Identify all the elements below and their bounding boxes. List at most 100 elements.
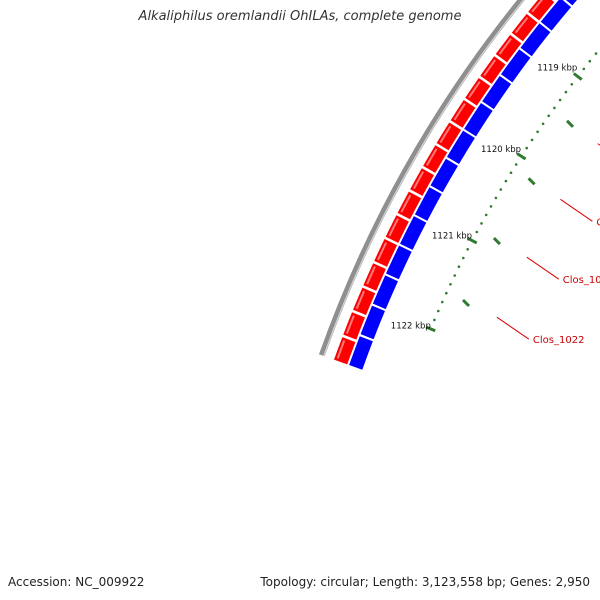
reverse-cds-feature (360, 305, 385, 340)
minor-tick (499, 188, 503, 191)
reverse-cds-feature (430, 158, 458, 193)
forward-cds-highlight (336, 340, 346, 359)
tick-label: 1121 kbp (432, 231, 472, 241)
forward-cds-feature (374, 239, 398, 267)
reverse-cds-feature (372, 275, 398, 310)
minor-tick (437, 309, 440, 313)
minor-tick (525, 146, 528, 150)
gene-tick (492, 237, 501, 246)
genome-backbone-highlight (323, 0, 525, 357)
forward-cds-feature (410, 168, 434, 196)
reverse-strand-layer (349, 0, 577, 370)
minor-tick (509, 171, 513, 175)
minor-tick (484, 213, 488, 217)
forward-cds-feature (511, 13, 538, 42)
forward-cds-highlight (453, 103, 466, 121)
reverse-cds-feature (414, 187, 442, 221)
reverse-cds-feature (349, 336, 373, 370)
reverse-cds-feature (501, 49, 531, 83)
tick-label: 1119 kbp (537, 63, 577, 73)
gene-label: Clos_1022 (533, 335, 585, 346)
accession: Accession: NC_009922 (8, 575, 144, 589)
major-tick (516, 152, 527, 161)
reverse-cds-feature (520, 23, 551, 57)
gene-tick (461, 298, 471, 308)
gene-tick (527, 177, 536, 186)
forward-cds-feature (385, 215, 409, 243)
scale-ticks-layer: 1115 kbp1116 kbp1117 kbp1118 kbp1119 kbp… (391, 52, 598, 333)
forward-cds-feature (450, 100, 476, 128)
forward-cds-highlight (388, 218, 399, 237)
forward-cds-highlight (498, 37, 512, 55)
gene-labels-layer: Clos_1014Clos_1015cbiDClos_1017Clos_1018… (461, 119, 600, 346)
accession-label: Accession: (8, 575, 72, 589)
forward-cds-feature (436, 122, 462, 151)
reverse-cds-feature (565, 0, 577, 6)
gene-label-line (526, 256, 560, 280)
minor-tick (530, 138, 534, 142)
reverse-cds-feature (400, 216, 427, 250)
major-tick (425, 325, 436, 333)
minor-tick (462, 256, 465, 260)
minor-tick (433, 318, 436, 322)
forward-cds-highlight (400, 194, 412, 213)
minor-tick (541, 122, 545, 126)
forward-cds-highlight (345, 315, 355, 334)
forward-cds-feature (343, 312, 365, 340)
forward-cds-highlight (514, 16, 529, 34)
major-tick (572, 72, 583, 81)
minor-tick (441, 300, 444, 304)
reverse-cds-feature (482, 75, 512, 110)
minor-tick (494, 196, 498, 200)
minor-tick (453, 274, 457, 277)
forward-cds-highlight (439, 125, 452, 144)
forward-cds-feature (528, 0, 555, 21)
minor-tick (466, 248, 470, 251)
minor-tick (475, 230, 479, 234)
minor-tick (547, 114, 550, 118)
reverse-cds-feature (386, 245, 412, 280)
minor-tick (564, 90, 568, 94)
forward-cds-feature (334, 337, 356, 365)
accession-value: NC_009922 (75, 575, 145, 589)
gene-label: Clos_1021 (563, 275, 600, 286)
forward-cds-feature (397, 191, 422, 220)
gene-label-line (496, 316, 530, 340)
backbone-layer (318, 0, 525, 357)
forward-cds-highlight (413, 171, 425, 190)
forward-strand-layer (334, 0, 556, 365)
reverse-cds-feature (464, 103, 493, 137)
minor-tick (514, 163, 518, 166)
minor-tick (553, 106, 556, 110)
minor-tick (536, 130, 539, 134)
forward-cds-highlight (377, 242, 388, 261)
forward-cds-feature (495, 34, 522, 63)
minor-tick (445, 291, 448, 295)
genome-title: Alkaliphilus oremlandii OhILAs, complete… (138, 9, 462, 24)
tick-label: 1122 kbp (391, 322, 431, 332)
minor-tick (457, 265, 461, 269)
minor-tick (480, 222, 483, 225)
forward-cds-highlight (531, 0, 544, 13)
gene-tick (565, 119, 575, 128)
genome-backbone (318, 0, 525, 357)
gene-label: Clos_1020 (596, 217, 600, 228)
minor-tick (489, 205, 493, 208)
tick-label: 1120 kbp (481, 145, 521, 155)
minor-tick (570, 83, 574, 86)
forward-cds-feature (480, 56, 506, 84)
major-tick (467, 236, 478, 245)
gene-label-line (560, 198, 593, 222)
minor-tick (588, 59, 592, 63)
forward-cds-highlight (426, 148, 438, 166)
minor-tick (449, 283, 452, 286)
forward-cds-highlight (355, 290, 366, 310)
forward-cds-highlight (483, 59, 497, 77)
forward-cds-highlight (366, 266, 376, 285)
topology-info: Topology: circular; Length: 3,123,558 bp… (260, 575, 590, 589)
minor-tick (558, 98, 562, 102)
forward-cds-feature (353, 287, 376, 316)
minor-tick (594, 52, 598, 55)
